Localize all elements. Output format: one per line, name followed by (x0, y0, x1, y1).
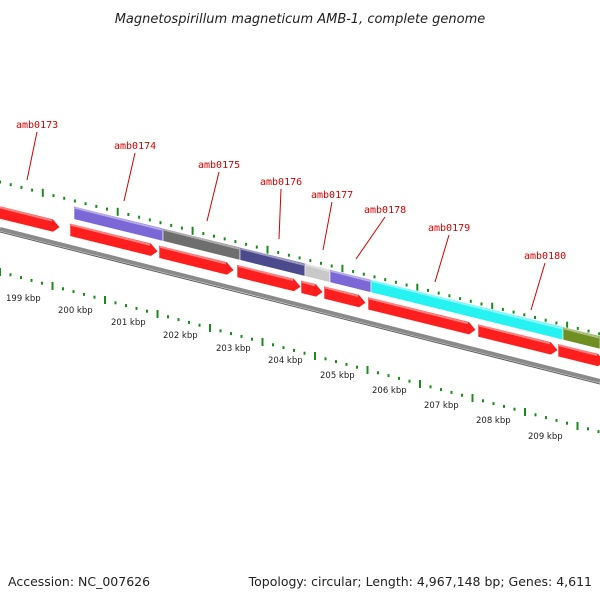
cog-segment-highlight (305, 263, 330, 272)
gene-label-leader (26, 131, 38, 181)
outer-tick-ring (0, 180, 600, 336)
cds-arrow-highlight (0, 206, 53, 222)
gene-label-leader (355, 216, 386, 260)
cds-arrow-highlight (301, 280, 316, 287)
cog-segment-highlight (74, 206, 163, 231)
gene-label: amb0180 (524, 251, 566, 262)
cds-arrow (477, 323, 559, 356)
cds-arrow (300, 279, 324, 298)
gene-label-leader (530, 262, 546, 311)
kbp-label: 209 kbp (528, 432, 563, 442)
cds-arrow-highlight (324, 286, 359, 298)
cds-arrow (367, 296, 477, 336)
cog-segment-highlight (563, 327, 600, 339)
gene-labels: amb0173 amb0174 amb0175 amb0176 amb0177 amb01… (16, 120, 566, 311)
kbp-label: 206 kbp (372, 386, 407, 396)
inner-tick-ring (0, 268, 600, 434)
genome-backbone-shadow (0, 231, 600, 385)
gene-label: amb0174 (114, 141, 156, 152)
cds-arrow (557, 343, 600, 367)
gene-label: amb0173 (16, 120, 58, 131)
cds-arrow-highlight (368, 297, 469, 325)
kbp-label: 207 kbp (424, 401, 459, 411)
cds-arrow (323, 285, 367, 308)
cog-segment (562, 326, 600, 350)
cog-segment-highlight (163, 228, 240, 250)
cds-arrow-highlight (558, 344, 598, 356)
kbp-label: 203 kbp (216, 344, 251, 354)
kbp-label: 208 kbp (476, 416, 511, 426)
gene-label-leader (278, 188, 282, 240)
gene-label: amb0175 (198, 160, 240, 171)
map-title: Magnetospirillum magneticum AMB-1, compl… (115, 12, 486, 27)
kbp-label: 204 kbp (268, 356, 303, 366)
cog-segment-highlight (240, 247, 305, 266)
accession-text: Accession: NC_007626 (8, 574, 150, 589)
cds-arrow (0, 205, 61, 233)
cog-segment-highlight (330, 269, 371, 282)
cds-track (0, 205, 600, 367)
gene-label-leader (206, 171, 220, 222)
gene-label: amb0176 (260, 177, 302, 188)
gene-label-leader (322, 201, 333, 251)
cds-arrow-highlight (70, 223, 151, 246)
kbp-label: 201 kbp (111, 318, 146, 328)
genome-backbone (0, 227, 600, 383)
genome-summary-text: Topology: circular; Length: 4,967,148 bp… (248, 574, 592, 589)
kbp-label: 202 kbp (163, 331, 198, 341)
kbp-label: 200 kbp (58, 306, 93, 316)
cds-arrow (236, 264, 302, 292)
cds-arrow (158, 244, 235, 276)
gene-label-leader (123, 152, 136, 202)
cds-arrow (69, 222, 159, 257)
gene-label-leader (434, 234, 450, 283)
gene-label: amb0177 (311, 190, 353, 201)
cds-arrow-highlight (159, 245, 227, 265)
kbp-scale-labels: 199 kbp 200 kbp 201 kbp 202 kbp 203 kbp 204 k… (6, 294, 563, 442)
gene-label: amb0179 (428, 223, 470, 234)
cog-segment-highlight (371, 280, 563, 330)
cds-arrow-highlight (237, 264, 294, 281)
gene-label: amb0178 (364, 205, 406, 216)
cds-arrow-highlight (478, 324, 551, 345)
kbp-label: 199 kbp (6, 294, 41, 304)
cog-track (73, 205, 600, 350)
kbp-label: 205 kbp (320, 371, 355, 381)
